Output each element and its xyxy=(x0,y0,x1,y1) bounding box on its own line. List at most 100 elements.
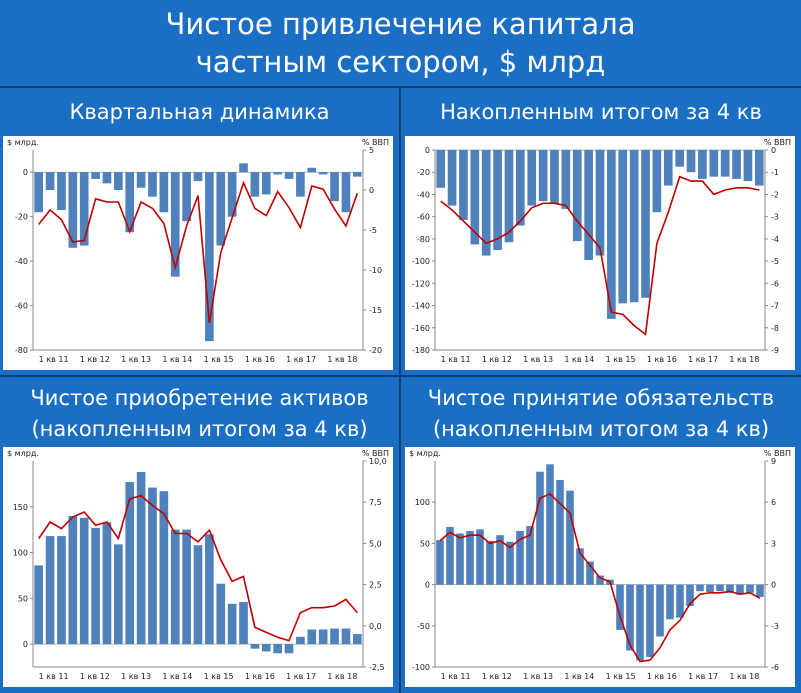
bar xyxy=(546,464,554,585)
bar xyxy=(296,636,305,645)
x-tick-label: 1 кв 14 xyxy=(564,355,594,364)
divider-vertical xyxy=(399,86,401,693)
bar xyxy=(57,172,66,210)
x-tick-label: 1 кв 13 xyxy=(121,355,151,364)
x-tick-label: 1 кв 17 xyxy=(688,355,718,364)
bar xyxy=(493,150,502,250)
y2-tick-label: -3 xyxy=(771,213,779,222)
y-tick-label: 0 xyxy=(425,146,430,155)
y-axis-label: $ млрд. xyxy=(7,138,39,147)
bar xyxy=(618,150,628,304)
bar xyxy=(239,163,248,173)
bar xyxy=(114,544,123,645)
bar xyxy=(538,150,548,202)
bar xyxy=(91,172,100,179)
y2-tick-label: 5,0 xyxy=(369,539,382,548)
bar xyxy=(516,531,524,585)
y2-tick-label: 5 xyxy=(369,146,374,155)
bar xyxy=(561,150,571,209)
bar xyxy=(318,172,328,175)
y2-tick-label: -9 xyxy=(771,346,779,355)
bar xyxy=(706,584,714,593)
x-tick-label: 1 кв 17 xyxy=(286,355,316,364)
chart-liabilities-svg: $ млрд. % ВВП -100 -50 0 50 100 -6 -3 0 3 6 9 1 кв 11… xyxy=(409,449,791,681)
bar xyxy=(584,150,593,260)
bar xyxy=(182,529,191,645)
y2-tick-label: -20 xyxy=(369,346,382,355)
bar xyxy=(446,526,454,585)
bar xyxy=(556,479,564,585)
y2-tick-label: 3 xyxy=(771,539,776,548)
x-tick-label: 1 кв 14 xyxy=(162,672,192,681)
y2-tick-label: -3 xyxy=(771,622,779,631)
bar xyxy=(227,172,237,217)
chart-quarterly-svg: $ млрд. % ВВП -80 -60 -40 -20 0 -20 -15 -10 -5 0 5 1 … xyxy=(7,138,389,364)
bar xyxy=(318,629,328,645)
bar xyxy=(114,172,123,190)
y-tick-label: -40 xyxy=(15,257,28,266)
chart-assets: $ млрд. % ВВП 0 50 100 150 -2,5 0,0 2,5 5,0 7,5 10,… xyxy=(3,447,393,687)
bar xyxy=(676,584,684,618)
bar xyxy=(566,490,574,585)
bar xyxy=(481,150,491,256)
chart-cumulative: % ВВП -180 -160 -140 -120 -100 -80 -60 -40 -20 0 -9… xyxy=(405,136,795,370)
x-tick-label: 1 кв 15 xyxy=(204,355,234,364)
bar xyxy=(607,150,616,319)
y2-tick-label: -15 xyxy=(369,306,382,315)
bar xyxy=(216,172,226,246)
bar xyxy=(652,150,662,213)
bar xyxy=(746,584,754,593)
y2-tick-label: 0,0 xyxy=(369,622,382,631)
bar xyxy=(227,603,237,645)
x-tick-label: 1 кв 16 xyxy=(647,672,677,681)
bar xyxy=(68,172,78,248)
bar xyxy=(686,150,696,173)
y2-tick-label: -5 xyxy=(771,257,779,266)
bar xyxy=(273,644,282,654)
y-tick-label: -60 xyxy=(15,302,28,311)
bar xyxy=(504,150,514,243)
bar xyxy=(459,150,468,220)
chart-liabilities: $ млрд. % ВВП -100 -50 0 50 100 -6 -3 0 3 6 9 1 кв 11… xyxy=(405,447,795,687)
bar xyxy=(486,540,494,585)
bar xyxy=(273,172,282,175)
bar xyxy=(466,531,474,585)
bar xyxy=(34,172,44,213)
y-axis-label: $ млрд. xyxy=(409,449,441,458)
bar xyxy=(330,172,339,202)
bar xyxy=(447,150,457,206)
y2-axis-label: % ВВП xyxy=(764,138,791,147)
bar xyxy=(159,172,169,213)
y2-axis-label: % ВВП xyxy=(362,138,389,147)
panel-4-title-line-2: (накопленным итогом за 4 кв) xyxy=(432,417,770,441)
bar xyxy=(102,522,112,645)
y2-axis-label: % ВВП xyxy=(362,449,389,458)
bar xyxy=(626,584,634,651)
x-tick-label: 1 кв 11 xyxy=(39,672,69,681)
bar xyxy=(102,172,112,184)
bar xyxy=(636,584,644,661)
bar xyxy=(79,517,89,645)
bar xyxy=(193,545,203,645)
panel-4-title-line-1: Чистое принятие обязательств xyxy=(427,386,775,410)
y-tick-label: -100 xyxy=(412,663,430,672)
y2-tick-label: -8 xyxy=(771,324,779,333)
x-tick-label: 1 кв 18 xyxy=(327,355,357,364)
y2-tick-label: 6 xyxy=(771,498,776,507)
x-tick-label: 1 кв 11 xyxy=(39,355,69,364)
y2-tick-label: -4 xyxy=(771,235,779,244)
x-tick-label: 1 кв 15 xyxy=(606,355,636,364)
bar xyxy=(536,471,544,585)
bar xyxy=(68,515,78,645)
y-tick-label: 0 xyxy=(23,168,28,177)
bar xyxy=(666,584,674,620)
y2-tick-label: -5 xyxy=(369,226,377,235)
y-tick-label: 100 xyxy=(415,498,430,507)
y2-axis-label: % ВВП xyxy=(764,449,791,458)
panel-2-title-line-1: Накопленным итогом за 4 кв xyxy=(440,100,762,124)
bar xyxy=(170,529,180,645)
y-tick-label: -100 xyxy=(412,257,430,266)
line-series xyxy=(38,494,358,642)
bar xyxy=(646,584,654,658)
